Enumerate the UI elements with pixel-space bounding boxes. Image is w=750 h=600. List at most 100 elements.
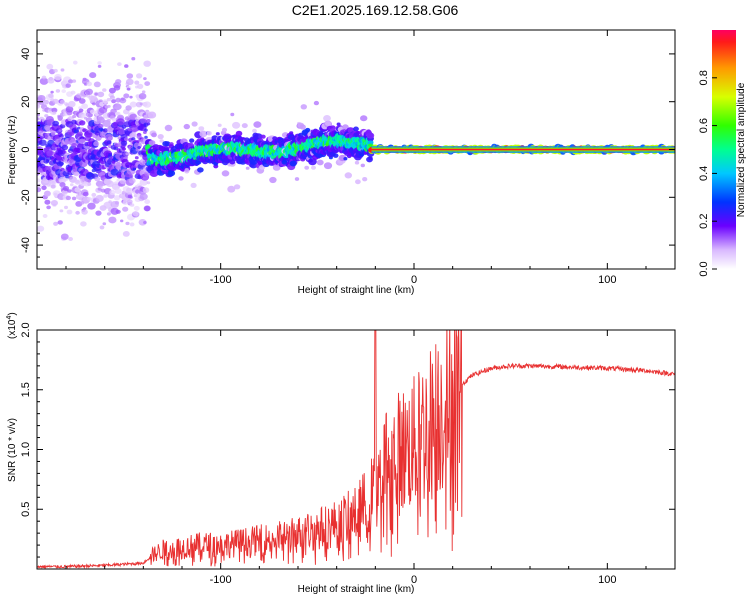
- spectrogram-cell: [65, 195, 72, 201]
- spectrogram-cell: [91, 192, 97, 197]
- snr-panel: -100 0 100 0.5 1.0 1.5 2.0 Height of straight …: [6, 312, 676, 595]
- spectrogram-cell: [61, 189, 68, 195]
- spectrogram-cell: [131, 57, 136, 61]
- spectrogram-cell: [53, 68, 58, 73]
- spectrogram-cell: [76, 131, 83, 137]
- spectrogram-cell: [94, 92, 98, 96]
- spectrogram-cell: [37, 113, 40, 117]
- spectrogram-cell: [124, 137, 129, 142]
- spectrogram-ytick-label: -20: [20, 189, 32, 205]
- spectrogram-cell: [311, 165, 316, 170]
- spectrogram-cell: [50, 184, 56, 189]
- spectrogram-cell: [206, 131, 212, 136]
- spectrogram-xtick-label: 0: [411, 274, 417, 286]
- spectrogram-cell: [68, 79, 74, 84]
- spectrogram-cell: [143, 101, 152, 108]
- spectrogram-cell: [245, 166, 250, 170]
- spectrogram-cell: [37, 225, 45, 232]
- spectrogram-cell: [73, 60, 78, 65]
- spectrogram-cell: [116, 178, 120, 182]
- spectrogram-cell: [115, 79, 122, 85]
- spectrogram-cell: [137, 83, 144, 89]
- spectrogram-cell: [62, 185, 70, 192]
- spectrogram-cell: [144, 199, 151, 205]
- spectrogram-cell: [125, 105, 132, 111]
- colorbar-tick-label: 0.2: [698, 214, 710, 229]
- chart-title: C2E1.2025.169.12.58.G06: [292, 2, 459, 18]
- spectrogram-cell: [38, 139, 47, 146]
- spectrogram-cell: [106, 97, 111, 102]
- spectrogram-cell: [52, 98, 59, 104]
- snr-xtick-label: 100: [598, 574, 616, 586]
- spectrogram-cell: [65, 106, 74, 113]
- spectrogram-cell: [355, 179, 361, 185]
- spectrogram-cell: [124, 156, 129, 160]
- spectrogram-cell: [189, 138, 195, 143]
- spectrogram-cell: [323, 162, 333, 170]
- snr-ylabel: SNR (10 * v/v): [7, 418, 18, 482]
- spectrogram-cell: [144, 81, 151, 86]
- spectrogram-cell: [85, 88, 93, 96]
- spectrogram-cell: [308, 158, 317, 166]
- spectrogram-cell: [102, 99, 109, 104]
- spectrogram-cell: [60, 68, 65, 72]
- spectrogram-cell: [252, 128, 257, 133]
- spectrogram-cell: [129, 203, 135, 207]
- spectrogram-cell: [82, 207, 87, 211]
- spectrogram-cell: [107, 136, 113, 141]
- spectrogram-cell: [289, 131, 294, 135]
- snr-ytick-label: 1.5: [20, 382, 32, 397]
- spectrogram-cell: [132, 211, 139, 217]
- spectrogram-cell: [106, 180, 114, 187]
- spectrogram-cell: [78, 138, 86, 144]
- spectrogram-cell: [144, 135, 148, 139]
- spectrogram-cell: [146, 181, 151, 185]
- spectrogram-cell: [81, 209, 88, 215]
- spectrogram-cell: [103, 201, 113, 209]
- spectrogram-cell: [114, 188, 122, 195]
- spectrogram-cell: [118, 128, 126, 135]
- spectrogram-cell: [197, 167, 204, 173]
- snr-xtick-label: 0: [411, 574, 417, 586]
- spectrogram-cell: [98, 185, 103, 189]
- spectrogram-cell: [230, 112, 235, 117]
- spectrogram-cell: [215, 132, 220, 136]
- spectrogram-cell: [151, 132, 157, 138]
- spectrogram-cell: [143, 221, 147, 224]
- spectrogram-cell: [142, 187, 150, 193]
- spectrogram-cell: [269, 176, 277, 184]
- spectrogram-cell: [41, 185, 47, 191]
- spectrogram-cell: [122, 147, 126, 151]
- spectrogram-cell: [120, 219, 124, 223]
- snr-multiplier: (x104): [6, 312, 18, 339]
- spectrogram-cell: [44, 199, 51, 205]
- spectrogram-cell: [43, 99, 49, 105]
- spectrogram-cell: [146, 122, 151, 126]
- spectrogram-ytick-label: 40: [20, 48, 32, 60]
- spectrogram-cell: [75, 210, 80, 215]
- spectrogram-cell: [113, 195, 121, 201]
- colorbar-tick-label: 0.0: [698, 261, 710, 276]
- spectrogram-cell: [232, 121, 241, 129]
- spectrogram-cell: [332, 153, 339, 158]
- spectrogram-cell: [316, 159, 324, 166]
- snr-multiplier-base: (x10: [7, 319, 18, 339]
- spectrogram-cell: [300, 104, 307, 110]
- spectrogram-cell: [129, 101, 137, 108]
- spectrogram-cell: [144, 205, 151, 212]
- spectrogram-cell: [71, 196, 77, 201]
- spectrogram-cell: [50, 200, 59, 206]
- spectrogram-cell: [107, 118, 111, 122]
- spectrogram-cell: [42, 214, 48, 218]
- spectrogram-cell: [70, 90, 76, 95]
- spectrogram-cell: [94, 98, 99, 102]
- spectrogram-cell: [134, 156, 139, 160]
- spectrogram-cell: [299, 124, 306, 130]
- spectrogram-cell: [125, 221, 130, 226]
- spectrogram-cell: [48, 93, 54, 98]
- spectrogram-cell: [126, 73, 134, 79]
- spectrogram-cell: [129, 222, 135, 227]
- spectrogram-cell: [125, 78, 134, 86]
- spectrogram-cell: [126, 87, 131, 91]
- spectrogram-cell: [108, 200, 112, 204]
